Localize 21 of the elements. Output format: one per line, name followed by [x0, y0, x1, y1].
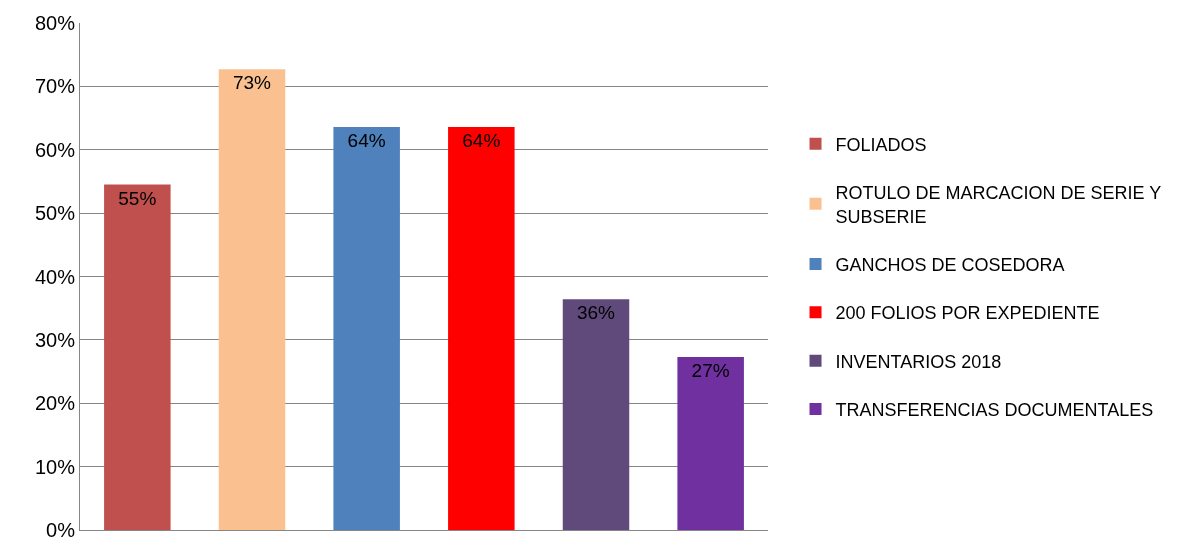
legend-label: TRANSFERENCIAS DOCUMENTALES — [835, 400, 1154, 421]
data-label: 64% — [462, 129, 501, 151]
y-tick-label: 70% — [34, 75, 76, 98]
data-label: 27% — [691, 359, 730, 381]
data-label: 64% — [347, 129, 386, 151]
data-label: 36% — [576, 302, 616, 324]
y-tick-label: 30% — [34, 328, 76, 351]
legend-label: ROTULO DE MARCACION DE SERIE Y SUBSERIE — [835, 183, 1162, 227]
y-tick-label: 10% — [34, 455, 76, 478]
y-tick-label: 0% — [46, 519, 76, 541]
legend-label: 200 FOLIOS POR EXPEDIENTE — [835, 303, 1100, 324]
y-tick-label: 20% — [34, 392, 76, 415]
data-label: 73% — [232, 72, 272, 94]
legend-label: INVENTARIOS 2018 — [835, 351, 1002, 372]
y-tick-label: 40% — [34, 265, 76, 288]
legend-label: GANCHOS DE COSEDORA — [835, 254, 1065, 275]
data-label: 55% — [118, 187, 157, 209]
legend-label: FOLIADOS — [835, 134, 927, 155]
y-tick-label: 80% — [34, 12, 76, 34]
y-tick-label: 50% — [34, 202, 76, 225]
y-tick-label: 60% — [34, 138, 76, 161]
